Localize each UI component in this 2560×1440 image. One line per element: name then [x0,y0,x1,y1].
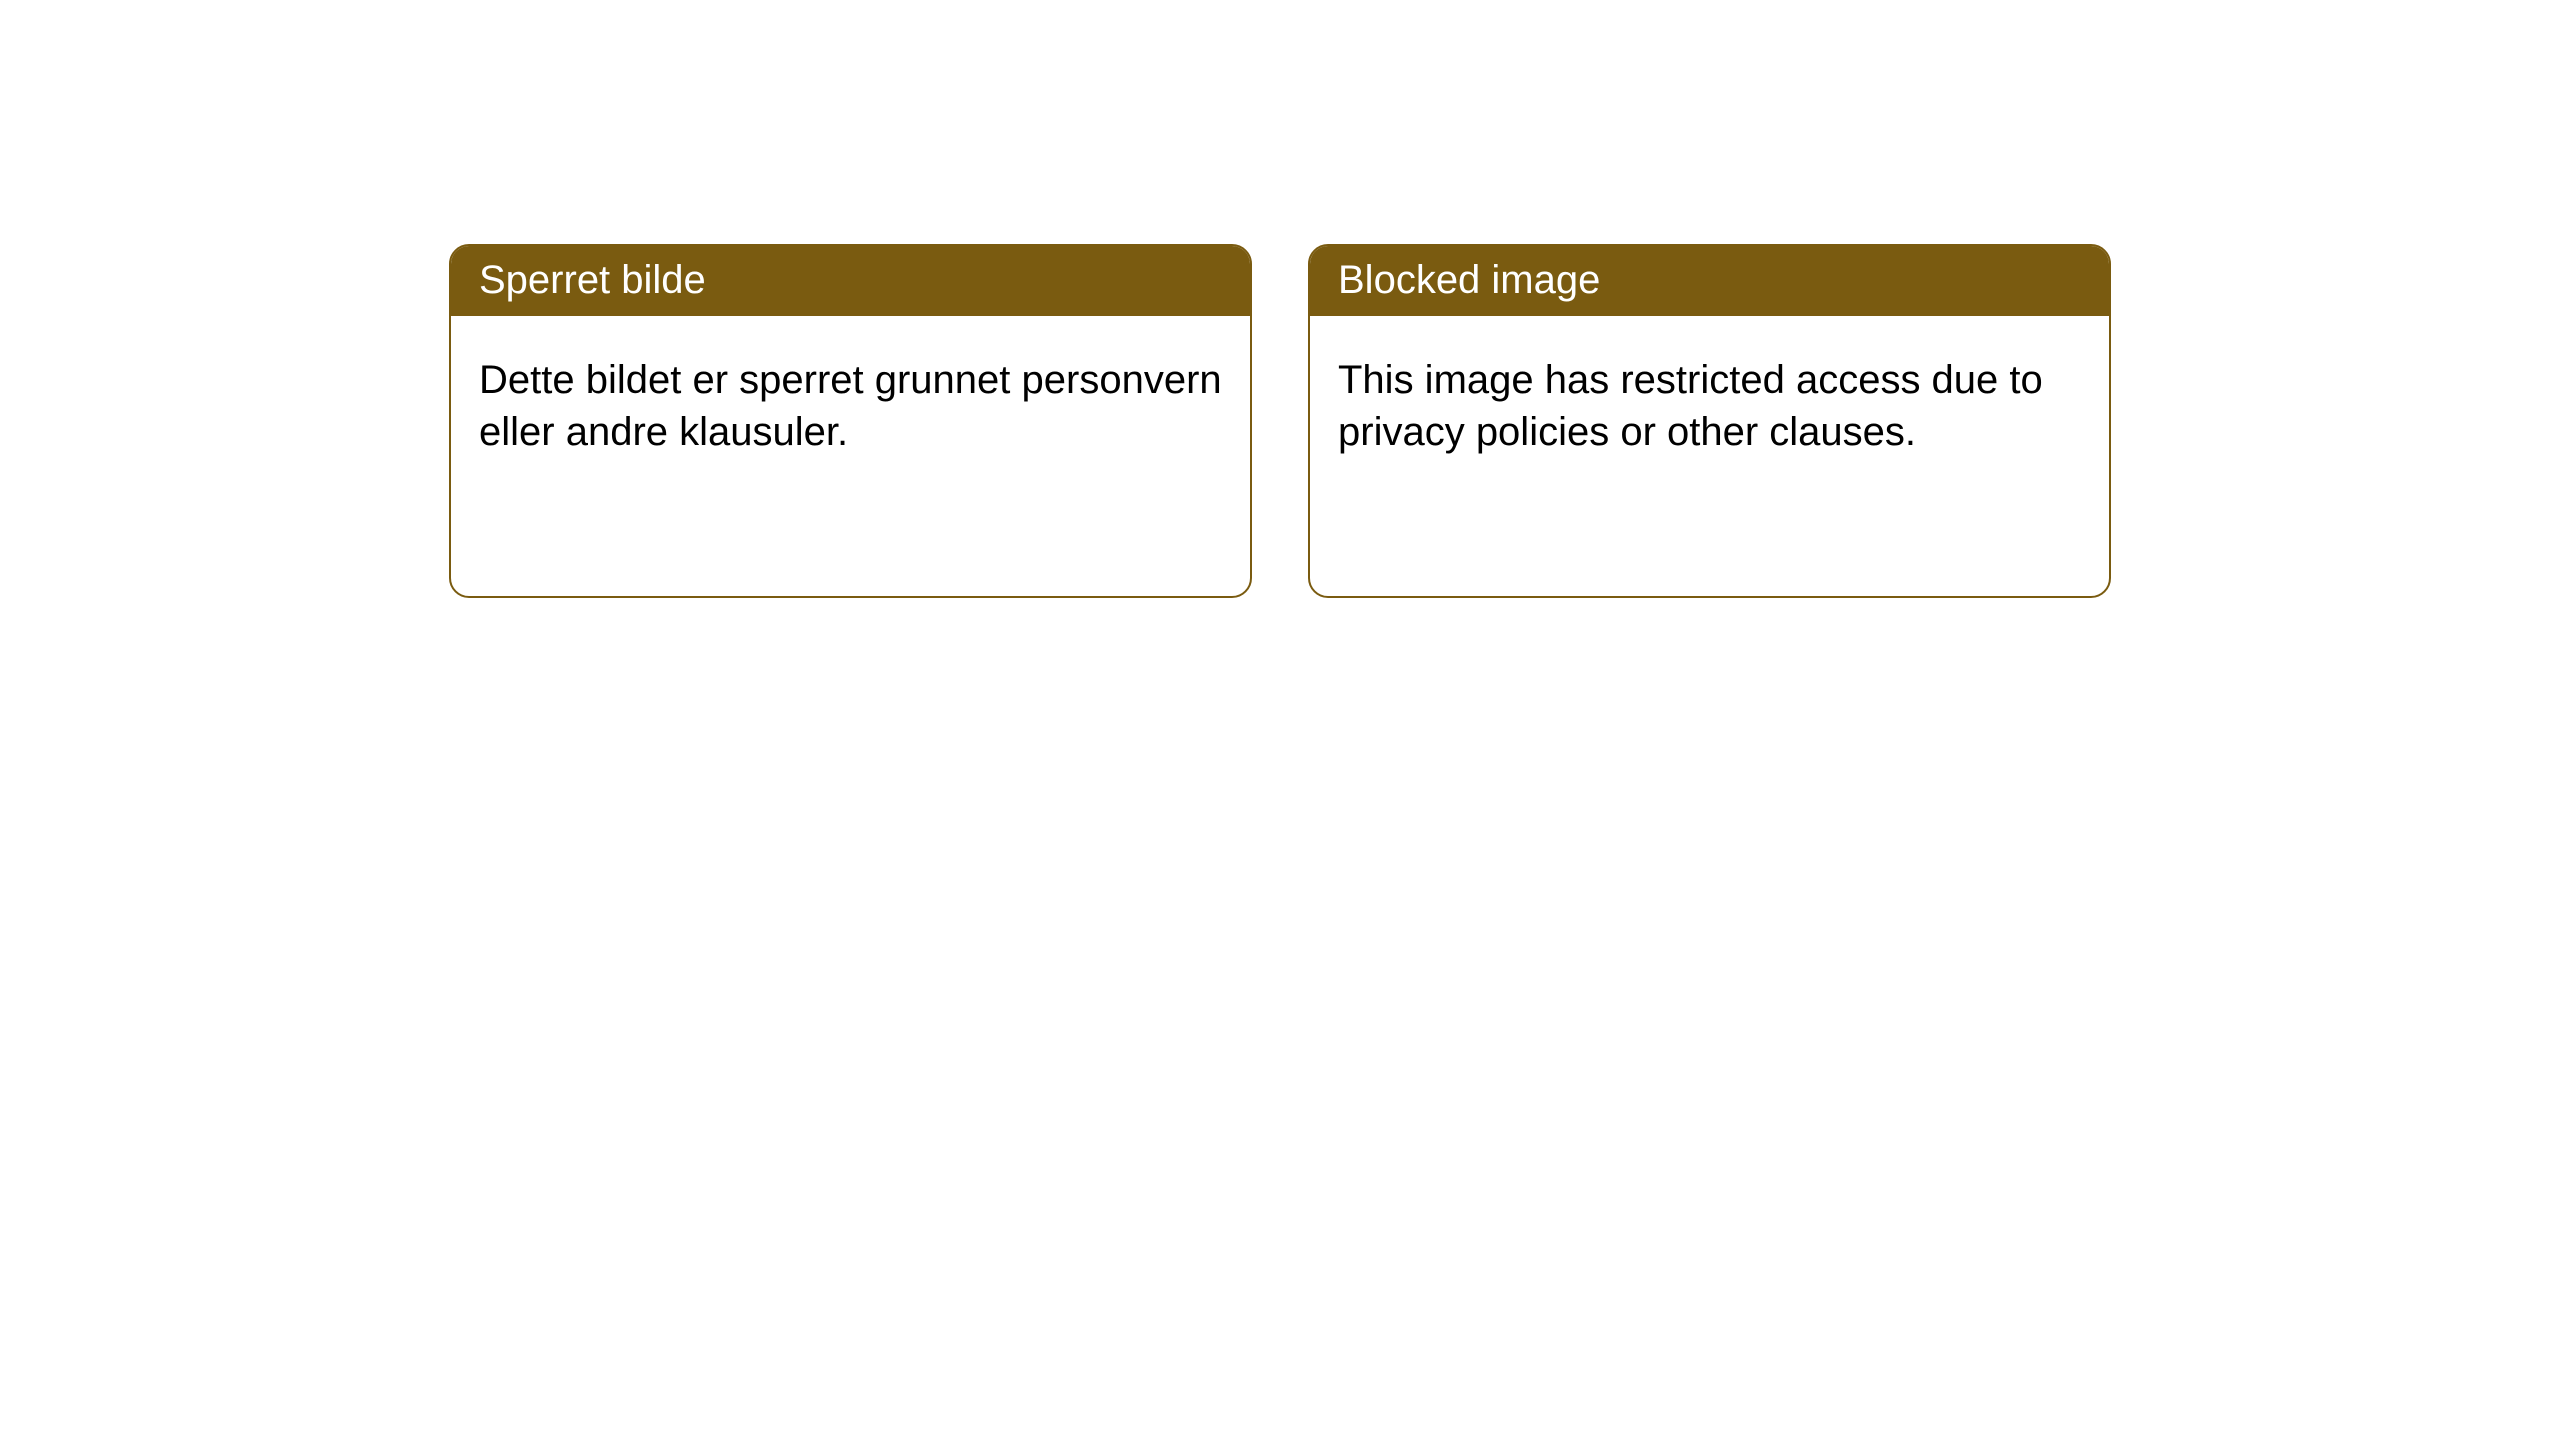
notice-card-norwegian: Sperret bilde Dette bildet er sperret gr… [449,244,1252,598]
card-body-text: This image has restricted access due to … [1310,316,2109,596]
card-title: Blocked image [1310,246,2109,316]
notice-cards-container: Sperret bilde Dette bildet er sperret gr… [449,244,2111,598]
card-body-text: Dette bildet er sperret grunnet personve… [451,316,1250,596]
notice-card-english: Blocked image This image has restricted … [1308,244,2111,598]
card-title: Sperret bilde [451,246,1250,316]
